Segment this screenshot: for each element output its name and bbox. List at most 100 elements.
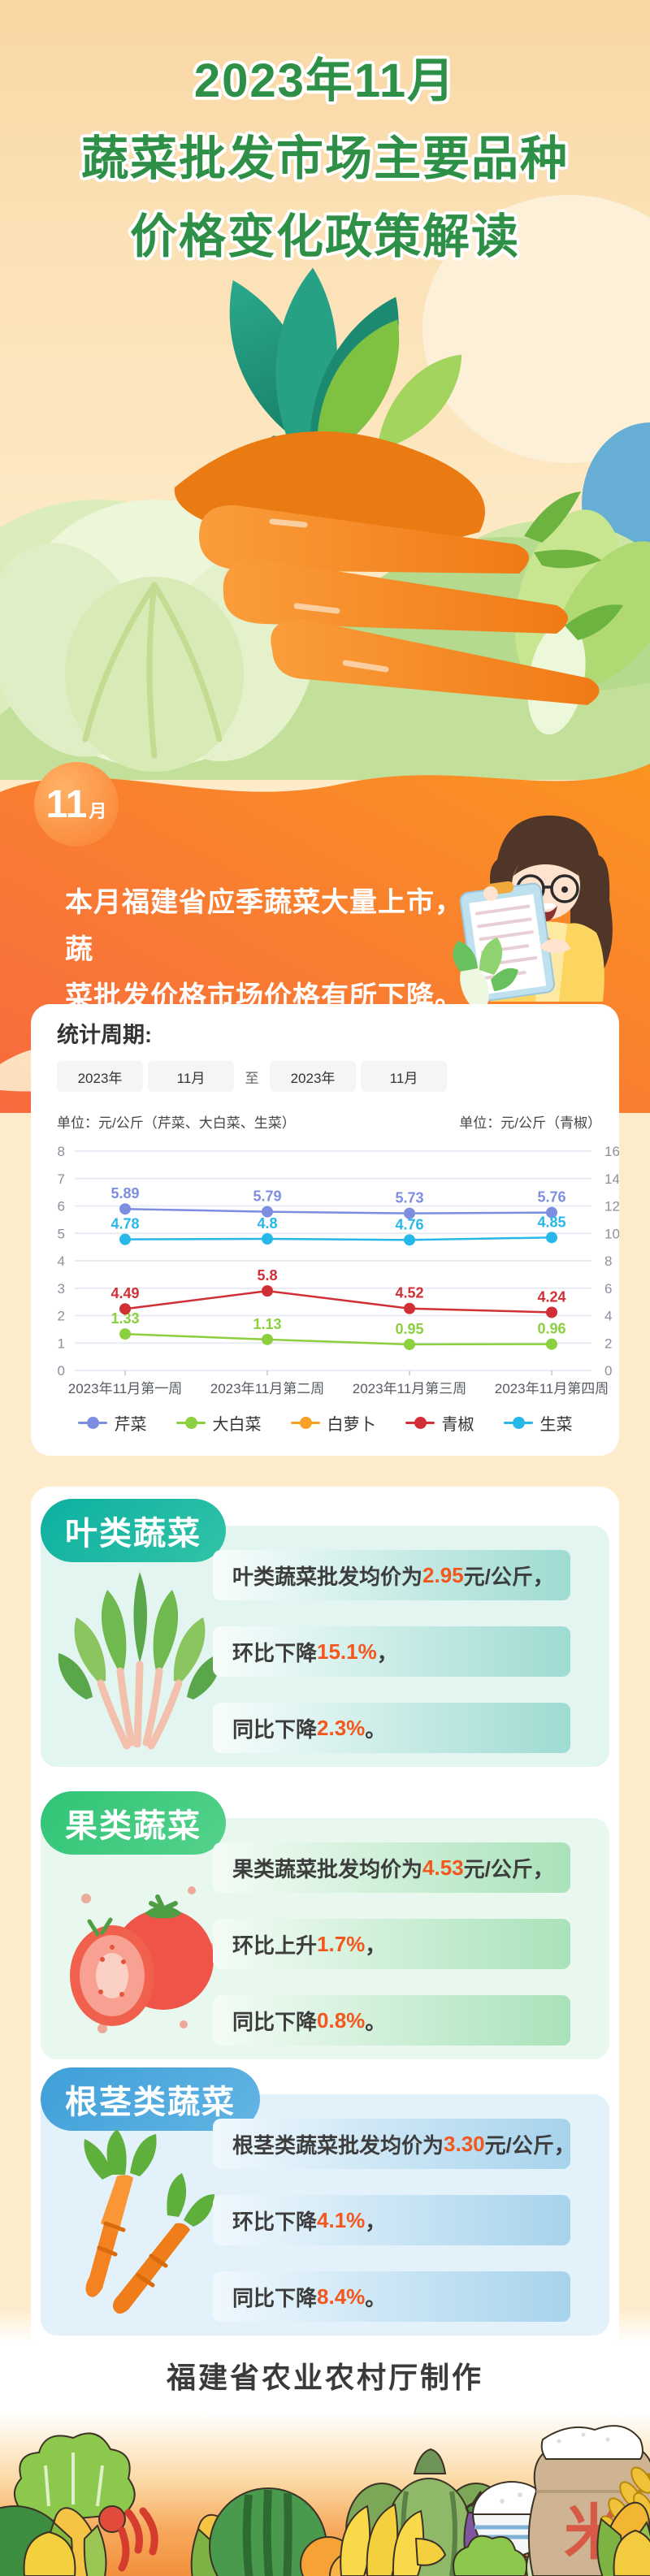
legend-dot-icon	[86, 1417, 99, 1429]
data-point	[404, 1207, 415, 1219]
section-bars: 叶类蔬菜批发均价为 2.95 元/公斤， 环比下降 15.1%， 同比下降 2.3%。	[213, 1550, 583, 1779]
data-label: 4.24	[537, 1288, 566, 1305]
section-badge: 叶类蔬菜	[41, 1499, 226, 1562]
section-badge: 果类蔬菜	[41, 1791, 226, 1855]
banana-icon	[340, 2503, 447, 2576]
girl-clipboard-illustration	[453, 815, 613, 1006]
stat-card-title: 统计周期:	[57, 1023, 152, 1047]
footer-credit: 福建省农业农村厅制作	[166, 2361, 483, 2394]
legend-line-icon	[77, 1417, 107, 1429]
series-line-青椒	[124, 1289, 552, 1314]
legend-line-icon	[176, 1417, 206, 1429]
spinach-stems	[97, 1660, 183, 1750]
tomato-seeds	[98, 1945, 126, 1997]
chili-icons	[118, 2507, 158, 2572]
data-label: 0.96	[537, 1321, 566, 1337]
x-category-label: 2023年11月第二周	[210, 1381, 324, 1396]
price-line-chart: 0 01 22 43 64 85 106 127 148 165.89 5.79 5.73 5.761.…	[58, 1144, 619, 1396]
right-axis-tick: 0	[604, 1363, 612, 1379]
carrots	[174, 431, 623, 705]
period-select-box[interactable]: 11月	[148, 1061, 234, 1092]
data-point	[546, 1306, 557, 1318]
tomato-small-icon	[98, 2505, 126, 2533]
title-line-1: 2023年11月	[193, 54, 457, 107]
legend-dot-icon	[512, 1417, 525, 1429]
data-point	[546, 1338, 557, 1350]
clipboard	[459, 881, 555, 1002]
data-label: 4.78	[110, 1216, 139, 1232]
series-line-生菜	[124, 1236, 552, 1241]
data-label: 1.33	[110, 1310, 139, 1327]
legend-label: 芹菜	[114, 1416, 147, 1434]
legend-line-icon	[503, 1417, 533, 1429]
legend-label: 大白菜	[212, 1416, 262, 1434]
lettuce-icon	[14, 2432, 136, 2524]
month-unit: 月	[89, 801, 107, 821]
month-number: 11	[46, 782, 88, 826]
stat-bar: 根茎类蔬菜批发均价为 3.30 元/公斤，	[213, 2119, 570, 2169]
data-label: 5.73	[395, 1190, 423, 1206]
data-label: 4.8	[257, 1215, 277, 1232]
right-axis-tick: 14	[604, 1171, 619, 1187]
stat-bar: 同比下降 2.3%。	[213, 1703, 570, 1753]
data-label: 5.8	[257, 1267, 277, 1284]
right-axis-tick: 16	[604, 1144, 619, 1159]
carrot-tops	[524, 491, 623, 640]
data-label: 0.95	[395, 1321, 423, 1337]
left-axis-tick: 4	[58, 1253, 65, 1269]
period-selector-row: 2023年 11月至 2023年 11月	[57, 1061, 452, 1092]
pointing-hand	[540, 939, 570, 954]
right-axis-tick: 8	[604, 1253, 612, 1269]
legend-dot-icon	[299, 1417, 312, 1429]
left-axis-tick: 1	[58, 1336, 65, 1351]
legend-label: 生菜	[540, 1416, 573, 1434]
page-title: 2023年11月 蔬菜批发市场主要品种 价格变化政策解读	[0, 42, 650, 276]
data-point	[262, 1285, 273, 1297]
x-category-label: 2023年11月第四周	[495, 1381, 609, 1396]
right-axis-tick: 10	[604, 1226, 619, 1241]
data-point	[262, 1233, 273, 1245]
carrot-greens	[84, 2129, 214, 2227]
title-line-3: 价格变化政策解读	[129, 210, 520, 263]
legend-line-icon	[405, 1417, 435, 1429]
cream-blob-decor	[422, 195, 650, 463]
data-label: 1.13	[253, 1316, 281, 1332]
stat-bar: 同比下降 8.4%。	[213, 2271, 570, 2322]
data-label: 4.49	[110, 1285, 139, 1301]
data-point	[119, 1203, 131, 1215]
left-axis-tick: 5	[58, 1226, 65, 1241]
watermelon-icon-2	[209, 2487, 327, 2576]
stat-bar: 叶类蔬菜批发均价为 2.95 元/公斤，	[213, 1550, 570, 1600]
lettuce-small-icon	[453, 2535, 528, 2576]
legend-item-生菜: 生菜	[503, 1411, 573, 1435]
stat-bar: 环比上升 1.7%，	[213, 1919, 570, 1969]
spinach-illustration	[58, 1572, 222, 1750]
data-point	[119, 1328, 131, 1340]
data-point	[404, 1302, 415, 1314]
data-label: 4.52	[395, 1285, 423, 1301]
stat-bar: 果类蔬菜批发均价为 4.53 元/公斤，	[213, 1842, 570, 1893]
period-select-box[interactable]: 2023年	[270, 1061, 356, 1092]
data-point	[546, 1206, 557, 1219]
section-leafy-vegetables: 叶类蔬菜 叶类蔬菜批发均价为 2.95 元/公斤， 环比下降 15.1%， 同比下降 2.3…	[31, 1499, 619, 1779]
period-select-box[interactable]: 2023年	[57, 1061, 143, 1092]
title-line-2: 蔬菜批发市场主要品种	[80, 132, 569, 185]
data-point	[404, 1234, 415, 1246]
section-bars: 根茎类蔬菜批发均价为 3.30 元/公斤， 环比下降 4.1%， 同比下降 8.4%。	[213, 2119, 583, 2348]
legend-item-白萝卜: 白萝卜	[290, 1411, 376, 1435]
yellow-squash-icon	[613, 2529, 650, 2576]
section-fruit-vegetables: 果类蔬菜 果类蔬菜批发均价为 4.53 元/公斤， 环比上升 1.7%， 同比下降 0.8%…	[31, 1791, 619, 2072]
legend-item-青椒: 青椒	[405, 1411, 474, 1435]
right-axis-tick: 2	[604, 1336, 612, 1351]
period-separator: 至	[245, 1070, 259, 1086]
legend-dot-icon	[414, 1417, 427, 1429]
data-label: 4.76	[395, 1216, 423, 1232]
data-point	[119, 1303, 131, 1315]
data-label: 5.76	[537, 1189, 566, 1206]
legend-item-芹菜: 芹菜	[77, 1411, 147, 1435]
x-category-label: 2023年11月第三周	[353, 1381, 466, 1396]
data-point	[119, 1233, 131, 1245]
period-select-box[interactable]: 11月	[361, 1061, 447, 1092]
stat-bar: 环比下降 4.1%，	[213, 2195, 570, 2245]
